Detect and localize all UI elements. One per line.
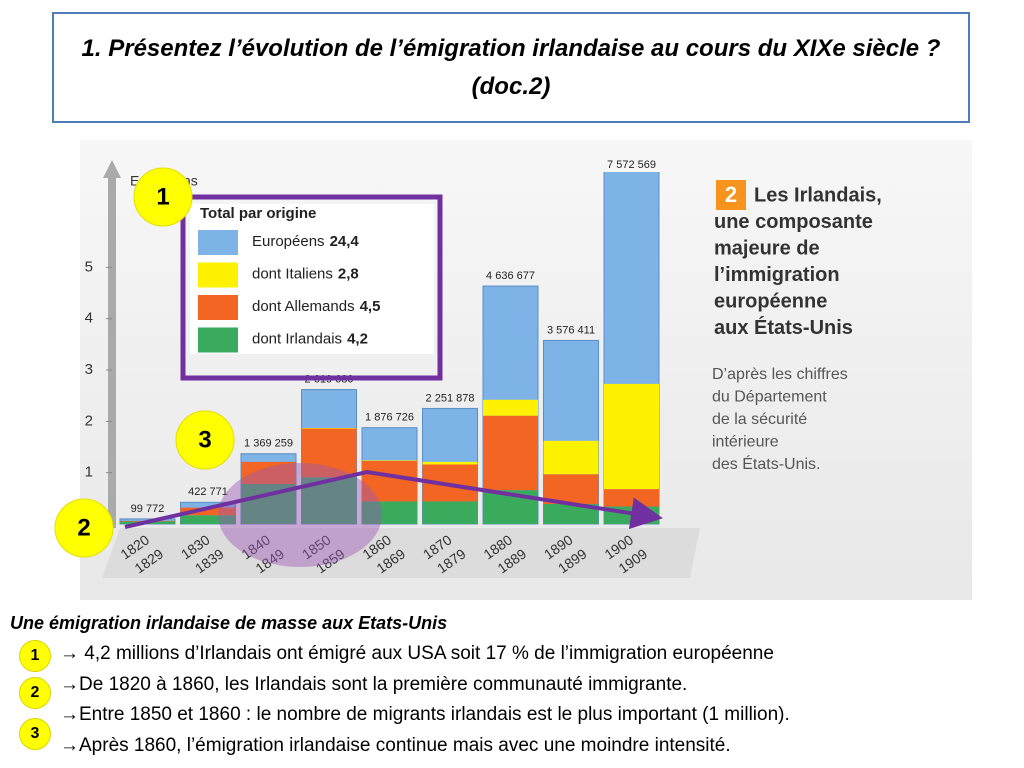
doc-title-line: Les Irlandais, bbox=[754, 184, 882, 206]
doc-title-line: une composante bbox=[714, 211, 873, 233]
value-label: 1 876 726 bbox=[365, 412, 414, 424]
marker-label: 3 bbox=[198, 426, 211, 453]
bar-segment bbox=[543, 440, 599, 475]
notes-heading: Une émigration irlandaise de masse aux E… bbox=[10, 613, 448, 633]
note-line: →De 1820 à 1860, les Irlandais sont la p… bbox=[60, 673, 688, 695]
legend-swatch bbox=[198, 262, 238, 288]
legend-label: Européens 24,4 bbox=[252, 233, 359, 250]
y-axis-arrow bbox=[103, 160, 121, 178]
marker-label: 2 bbox=[77, 514, 90, 541]
bar-segment bbox=[180, 515, 236, 524]
trend-arrow bbox=[124, 469, 663, 530]
value-label: 1 369 259 bbox=[244, 438, 293, 450]
value-label: 422 771 bbox=[188, 486, 228, 498]
bar-group bbox=[361, 427, 418, 525]
legend-title: Total par origine bbox=[200, 205, 316, 222]
highlight-ellipse bbox=[218, 463, 382, 567]
bar-segment bbox=[362, 501, 417, 524]
y-tick-label: 2 bbox=[85, 412, 93, 429]
legend-total: 4,5 bbox=[360, 298, 381, 315]
doc-source-line: du Département bbox=[712, 389, 827, 406]
note-line: → 4,2 millions d’Irlandais ont émigré au… bbox=[60, 643, 774, 664]
legend-label: dont Irlandais 4,2 bbox=[252, 330, 368, 347]
bar-group bbox=[482, 285, 539, 525]
bar-segment bbox=[362, 460, 417, 461]
marker-circle bbox=[54, 498, 114, 558]
legend-name: dont Allemands bbox=[252, 298, 355, 315]
bar-segment bbox=[422, 461, 478, 465]
bar-segment bbox=[422, 501, 478, 524]
bar-segment bbox=[241, 461, 296, 484]
doc-title-line: l’immigration bbox=[714, 264, 840, 286]
bar-group bbox=[543, 339, 599, 525]
doc-source-line: intérieure bbox=[712, 434, 779, 451]
note-line: →Entre 1850 et 1860 : le nombre de migra… bbox=[60, 704, 790, 725]
bar-segment bbox=[301, 428, 357, 429]
doc-source-line: de la sécurité bbox=[712, 411, 807, 428]
slide-title: 1. Présentez l’évolution de l’émigration… bbox=[52, 12, 970, 123]
marker-circle bbox=[133, 167, 193, 227]
legend-name: Européens bbox=[252, 233, 325, 250]
legend-total: 4,2 bbox=[347, 330, 368, 347]
doc-title-line: aux États-Unis bbox=[714, 316, 853, 339]
legend-label: dont Allemands 4,5 bbox=[252, 298, 380, 315]
bar-segment bbox=[180, 507, 236, 516]
bar-segment bbox=[604, 489, 659, 507]
legend-name: dont Irlandais bbox=[252, 330, 342, 347]
legend-swatch bbox=[198, 327, 238, 353]
bar-segment bbox=[483, 399, 538, 416]
y-tick-label: 1 bbox=[85, 464, 93, 481]
marker-circle bbox=[175, 410, 235, 470]
doc-title-line: européenne bbox=[714, 290, 827, 312]
highlight-box bbox=[180, 194, 443, 381]
value-label: 4 636 677 bbox=[486, 270, 535, 282]
y-tick-label: 4 bbox=[85, 310, 93, 327]
bar-segment bbox=[301, 428, 357, 478]
doc-title-line: majeure de bbox=[714, 237, 820, 259]
y-tick-label: 5 bbox=[85, 258, 93, 275]
doc-number: 2 bbox=[725, 182, 737, 207]
note-badge: 3 bbox=[19, 718, 51, 750]
doc-number-box bbox=[716, 180, 746, 210]
value-label: 2 251 878 bbox=[426, 392, 475, 404]
y-tick-label: 3 bbox=[85, 361, 93, 378]
bar-segment bbox=[543, 503, 599, 524]
legend-swatch bbox=[198, 295, 238, 320]
bar-group bbox=[422, 407, 478, 525]
bar-group bbox=[603, 172, 660, 525]
legend-label: dont Italiens 2,8 bbox=[252, 265, 359, 282]
legend-swatch bbox=[198, 230, 238, 255]
value-label: 7 572 569 bbox=[607, 159, 656, 171]
bar-segment bbox=[362, 460, 417, 502]
legend-name: dont Italiens bbox=[252, 265, 333, 282]
note-badge: 1 bbox=[19, 640, 51, 672]
doc-source-line: des États-Unis. bbox=[712, 454, 820, 473]
doc-source-line: D’après les chiffres bbox=[712, 366, 848, 383]
bar-group bbox=[301, 389, 357, 525]
legend-total: 24,4 bbox=[330, 233, 360, 250]
note-line: →Après 1860, l’émigration irlandaise con… bbox=[60, 734, 731, 756]
value-label: 3 576 411 bbox=[547, 324, 595, 336]
value-label: 99 772 bbox=[131, 503, 165, 515]
base bbox=[102, 528, 700, 578]
bar-segment bbox=[483, 415, 538, 491]
legend-total: 2,8 bbox=[338, 265, 359, 282]
marker-label: 1 bbox=[156, 183, 169, 210]
note-badge: 2 bbox=[19, 677, 51, 709]
bar-segment bbox=[604, 383, 659, 490]
